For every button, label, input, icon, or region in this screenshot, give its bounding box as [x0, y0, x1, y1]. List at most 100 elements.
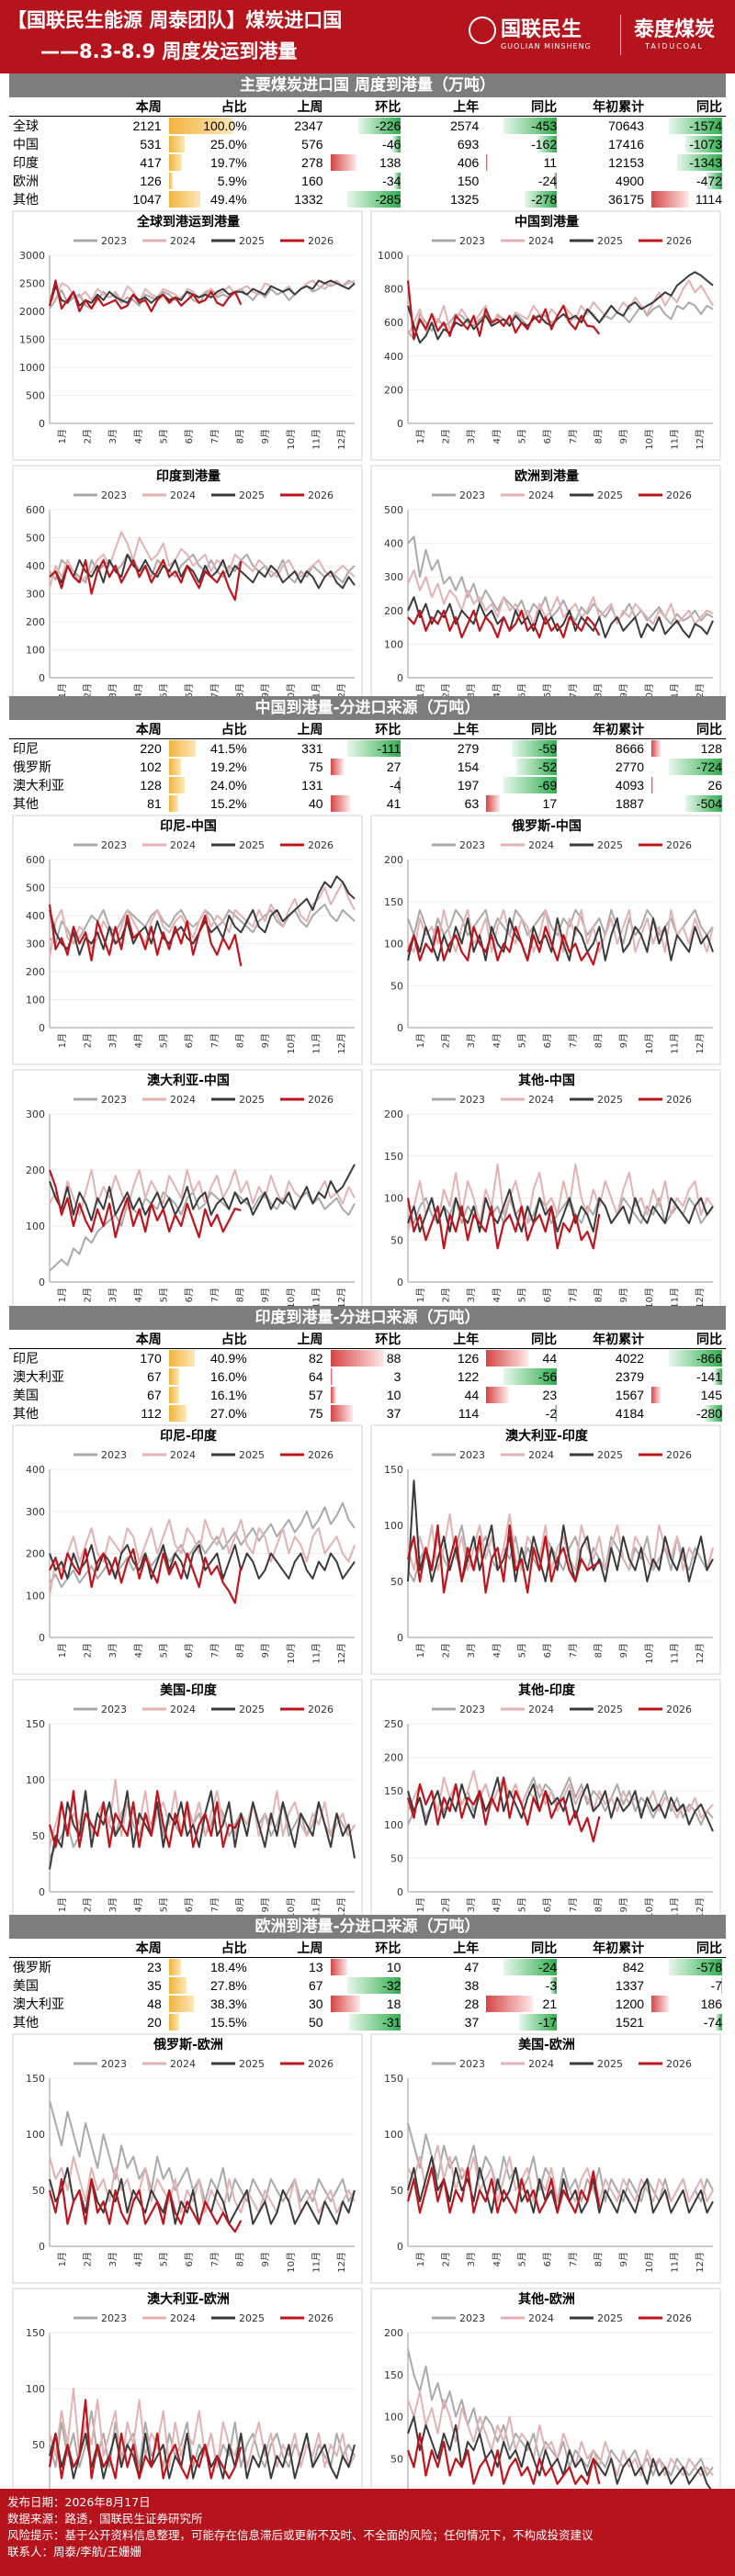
row-name: 印尼 [13, 1351, 39, 1366]
y-tick-label: 2500 [19, 278, 45, 290]
series-line-2024 [407, 1163, 714, 1232]
ytd-total: 4900 [615, 174, 645, 188]
wow-cell: 138 [327, 153, 405, 172]
row-name: 印度 [13, 155, 39, 170]
chart-title: 澳大利亚-中国 [147, 1073, 230, 1088]
ytd-yoy-cell: -1343 [648, 153, 726, 172]
x-tick-label: 12月 [695, 1897, 706, 1918]
x-tick-label: 11月 [670, 1897, 681, 1918]
share-cell: 16.1% [165, 1386, 251, 1404]
series-line-2025 [49, 1164, 356, 1221]
ytd-yoy-value: -472 [695, 174, 722, 188]
series-line-2026 [49, 1547, 243, 1604]
x-tick-label: 9月 [618, 683, 629, 698]
legend-label: 2023 [459, 489, 485, 501]
y-tick-label: 300 [384, 571, 403, 583]
ytd-yoy-bar [651, 777, 654, 793]
share-value: 5.9% [217, 174, 247, 188]
column-header: 本周 [88, 720, 165, 739]
previous-week: 50 [308, 2015, 323, 2030]
table-row: 印度 417 19.7% 278 138 406 11 12153 -1343 [9, 153, 726, 172]
x-tick-label: 4月 [492, 1897, 503, 1912]
share-bar [168, 740, 196, 757]
x-tick-label: 3月 [107, 2252, 119, 2267]
table-header-row: 本周 占比 上周 环比 上年 同比 年初累计 同比 [9, 1330, 726, 1349]
legend-item-2026: 2026 [280, 235, 334, 247]
brand-logo-guolian-sub: GUOLIAN MINSHENG [501, 42, 592, 51]
legend-label: 2024 [528, 2312, 554, 2324]
column-header: 上年 [404, 97, 483, 117]
ytd-yoy-bar [651, 1387, 661, 1403]
x-tick-label: 7月 [209, 1643, 220, 1658]
column-header: 同比 [482, 720, 561, 739]
share-value: 100.0% [203, 118, 247, 133]
ytd-yoy-cell: 1114 [648, 190, 726, 208]
last-year: 126 [457, 1351, 480, 1366]
y-tick-label: 400 [384, 538, 403, 550]
legend-label: 2024 [528, 1449, 554, 1461]
wow-cell: 10 [327, 1958, 405, 1977]
legend-item-2025: 2025 [570, 235, 623, 247]
x-tick-label: 9月 [618, 2252, 629, 2267]
y-tick-label: 150 [384, 1151, 403, 1163]
ytd-yoy-bar [651, 740, 662, 757]
x-tick-label: 6月 [184, 1643, 195, 1658]
row-name: 美国 [13, 1978, 39, 1993]
legend-item-2026: 2026 [639, 235, 692, 247]
x-tick-label: 7月 [568, 429, 579, 444]
legend-label: 2023 [459, 1449, 485, 1461]
x-tick-label: 4月 [133, 2252, 144, 2267]
legend-item-2023: 2023 [74, 2312, 127, 2324]
current-week: 220 [140, 741, 162, 756]
x-tick-label: 2月 [83, 429, 94, 444]
x-tick-label: 1月 [415, 429, 426, 444]
yoy-value: 21 [542, 1997, 558, 2011]
previous-week: 64 [308, 1369, 323, 1384]
x-tick-label: 8月 [235, 1897, 246, 1912]
y-tick-label: 0 [397, 1277, 403, 1288]
series-line-2023 [49, 2100, 356, 2203]
series-line-2026 [406, 1198, 601, 1250]
legend-label: 2026 [308, 489, 334, 501]
ytd-total: 842 [622, 1960, 645, 1974]
x-tick-label: 8月 [235, 2252, 246, 2267]
legend-label: 2026 [308, 1704, 334, 1715]
share-cell: 38.3% [165, 1995, 251, 2013]
share-cell: 15.2% [165, 794, 251, 813]
previous-week: 30 [308, 1997, 323, 2011]
wow-cell: 37 [327, 1404, 405, 1423]
report-title: 【国联民生能源 周泰团队】煤炭进口国 [7, 9, 343, 31]
legend-item-2023: 2023 [74, 235, 127, 247]
x-tick-label: 6月 [542, 2252, 553, 2267]
legend-label: 2026 [666, 235, 692, 247]
share-bar [168, 1996, 194, 2012]
series-line-2026 [48, 904, 243, 967]
legend-label: 2026 [666, 1704, 692, 1715]
ytd-yoy-bar [713, 1368, 722, 1385]
line-chart: 俄罗斯-欧洲 2023 2024 2025 2026 0 50 100 150 1月 2月 3月 4月 5… [9, 2032, 368, 2285]
share-cell: 18.4% [165, 1958, 251, 1977]
legend-label: 2023 [459, 1704, 485, 1715]
wow-cell: -32 [327, 1976, 405, 1995]
ytd-yoy-cell: -1574 [648, 117, 726, 136]
x-tick-label: 6月 [184, 1033, 195, 1048]
legend-item-2024: 2024 [142, 235, 196, 247]
wow-value: -285 [375, 192, 401, 207]
line-chart: 美国-欧洲 2023 2024 2025 2026 0 50 100 150 1月 2月 3月 4月 5月… [368, 2032, 726, 2285]
series-line-2026 [407, 609, 601, 639]
x-tick-label: 1月 [57, 2252, 68, 2267]
x-tick-label: 2月 [441, 683, 452, 698]
x-tick-label: 4月 [133, 683, 144, 698]
x-tick-label: 10月 [644, 1033, 655, 1054]
yoy-bar [524, 191, 558, 208]
x-tick-label: 4月 [133, 1033, 144, 1048]
wow-value: 18 [386, 1997, 401, 2011]
yoy-value: -24 [537, 174, 558, 188]
ytd-total: 4093 [615, 778, 645, 793]
share-cell: 15.5% [165, 2013, 251, 2031]
legend-label: 2026 [308, 2312, 334, 2324]
yoy-cell: -453 [482, 117, 560, 136]
column-header: 同比 [648, 97, 726, 117]
legend-label: 2025 [239, 1704, 265, 1715]
x-tick-label: 1月 [415, 1033, 426, 1048]
